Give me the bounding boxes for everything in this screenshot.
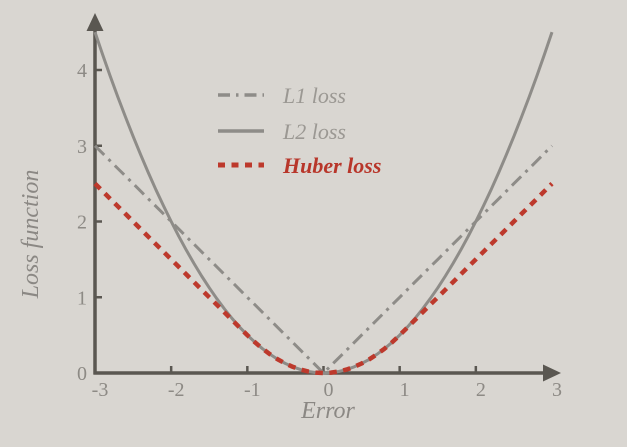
- legend-label-2: L2 loss: [282, 119, 346, 144]
- x-tick-label: -1: [244, 379, 261, 401]
- y-tick-label: 2: [77, 212, 87, 234]
- x-tick-label: -2: [168, 379, 185, 401]
- curve-l1-loss: [93, 144, 554, 375]
- legend-label-1: L1 loss: [282, 83, 346, 108]
- y-tick-label: 0: [77, 363, 87, 385]
- x-tick-label: 1: [400, 379, 410, 401]
- y-axis-arrow-icon: [86, 13, 104, 31]
- x-tick-label: 0: [324, 379, 334, 401]
- x-axis-arrow-icon: [543, 364, 561, 382]
- x-tick-label: 2: [476, 379, 486, 401]
- axes: [86, 13, 561, 382]
- curves: [93, 31, 554, 376]
- legend: L1 loss L2 loss Huber loss: [218, 83, 381, 178]
- y-tick-label: 4: [77, 60, 87, 82]
- y-tick-label: 1: [77, 287, 87, 309]
- y-tick-label: 3: [77, 136, 87, 158]
- x-tick-label: -3: [92, 379, 109, 401]
- y-tick-labels: 0 1 2 3 4: [77, 60, 87, 385]
- x-tick-label: 3: [552, 379, 562, 401]
- legend-label-3: Huber loss: [282, 153, 381, 178]
- x-axis-label: Error: [300, 398, 355, 424]
- curve-l2-loss: [93, 31, 554, 375]
- x-tick-labels: -3 -2 -1 0 1 2 3: [92, 379, 562, 401]
- y-axis-label: Loss function: [18, 170, 44, 300]
- curve-huber-loss: [93, 182, 554, 376]
